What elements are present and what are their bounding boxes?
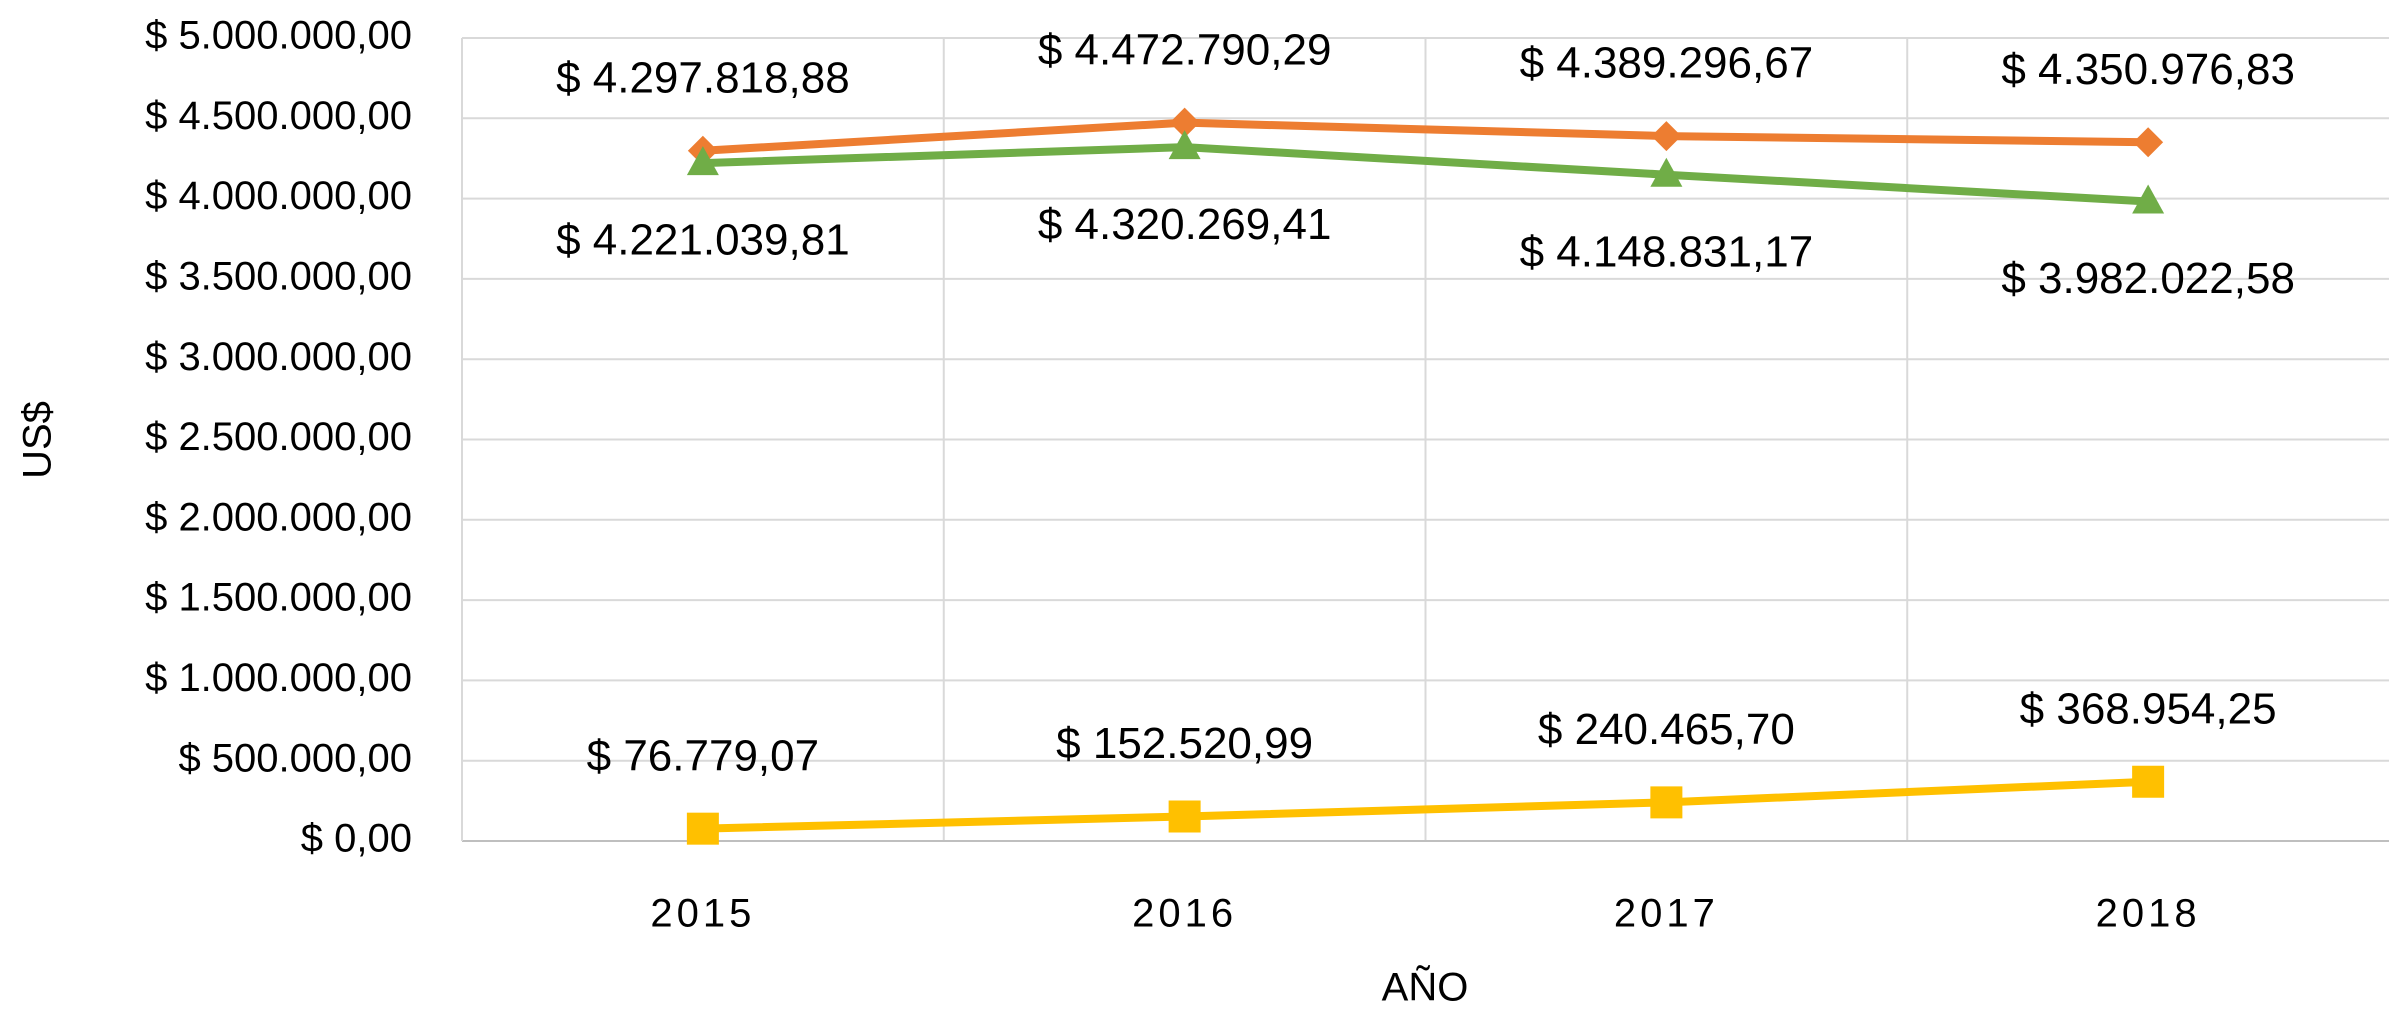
y-tick-label: $ 4.000.000,00 [145, 174, 412, 218]
data-label: $ 3.982.022,58 [2001, 254, 2295, 303]
y-tick-label: $ 2.000.000,00 [145, 495, 412, 539]
y-tick-label: $ 1.000.000,00 [145, 656, 412, 700]
marker [1168, 130, 1201, 160]
y-tick-label: $ 1.500.000,00 [145, 576, 412, 620]
data-label: $ 368.954,25 [2020, 684, 2277, 733]
y-axis-label: US$ [16, 401, 60, 479]
y-tick-label: $ 4.500.000,00 [145, 94, 412, 138]
marker [1168, 800, 1201, 833]
x-tick-label: 2016 [1132, 892, 1237, 936]
marker [2133, 127, 2164, 158]
data-label: $ 240.465,70 [1538, 705, 1795, 754]
series-line [702, 118, 2149, 155]
y-tick-label: $ 500.000,00 [178, 736, 412, 780]
marker [1650, 786, 1683, 819]
y-tick-label: $ 3.500.000,00 [145, 254, 412, 298]
data-label: $ 4.221.039,81 [556, 216, 850, 265]
data-label: $ 152.520,99 [1056, 719, 1313, 768]
marker [1650, 157, 1683, 187]
marker [686, 146, 719, 176]
x-tick-label: 2018 [2096, 892, 2201, 936]
data-label: $ 4.350.976,83 [2001, 45, 2295, 94]
marker [1651, 121, 1682, 152]
data-label: $ 4.297.818,88 [556, 53, 850, 102]
x-tick-label: 2017 [1614, 892, 1719, 936]
y-tick-label: $ 0,00 [301, 817, 412, 861]
series-line [702, 143, 2149, 206]
data-label: $ 4.389.296,67 [1520, 39, 1814, 88]
y-tick-label: $ 5.000.000,00 [145, 14, 412, 58]
marker [2132, 184, 2165, 214]
series-line [702, 777, 2149, 833]
marker [686, 812, 719, 845]
y-tick-label: $ 3.000.000,00 [145, 335, 412, 379]
data-label: $ 4.320.269,41 [1038, 200, 1332, 249]
data-label: $ 4.472.790,29 [1038, 25, 1332, 74]
y-tick-label: $ 2.500.000,00 [145, 415, 412, 459]
data-label: $ 76.779,07 [587, 731, 819, 780]
marker [1169, 107, 1200, 138]
x-tick-label: 2015 [650, 892, 755, 936]
marker [2132, 765, 2165, 798]
x-axis-label: AÑO [1382, 965, 1469, 1010]
data-label: $ 4.148.831,17 [1520, 227, 1814, 276]
